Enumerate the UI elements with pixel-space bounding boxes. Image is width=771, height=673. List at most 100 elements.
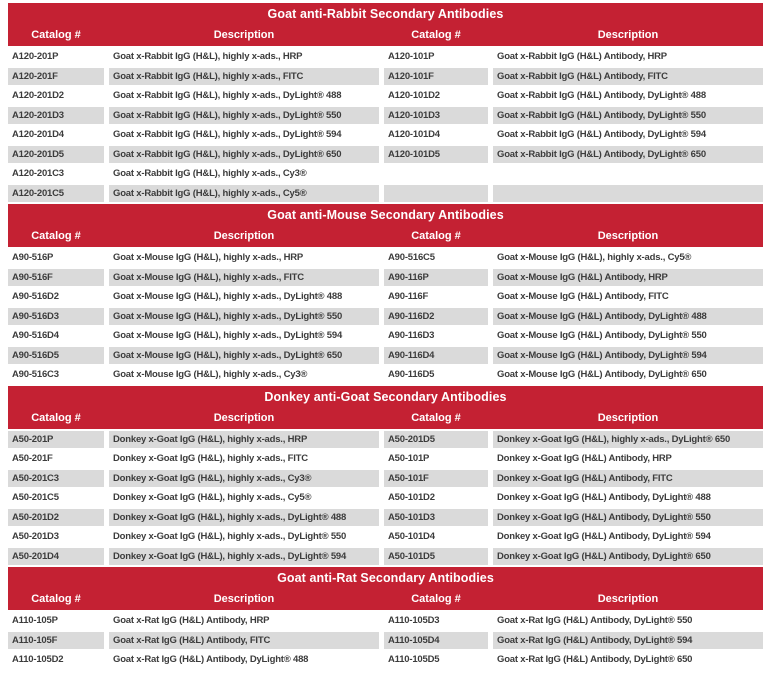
catalog-number-left: A90-516D2: [8, 288, 104, 306]
table-row: A110-105F Goat x-Rat IgG (H&L) Antibody,…: [8, 631, 763, 649]
description-left: Goat x-Mouse IgG (H&L), highly x-ads., F…: [109, 268, 379, 286]
header-description-right: Description: [597, 230, 659, 242]
table-row: A120-201C3 Goat x-Rabbit IgG (H&L), high…: [8, 165, 763, 183]
section-header-row: Catalog # Description Catalog # Descript…: [8, 226, 763, 247]
catalog-number-left: A120-201D3: [8, 106, 104, 124]
section-title: Donkey anti-Goat Secondary Antibodies: [8, 385, 763, 408]
description-right: Donkey x-Goat IgG (H&L) Antibody, DyLigh…: [493, 528, 763, 546]
table-row: A90-516C3 Goat x-Mouse IgG (H&L), highly…: [8, 366, 763, 384]
header-catalog-right: Catalog #: [411, 29, 461, 41]
catalog-number-left: A50-201D4: [8, 547, 104, 565]
description-right: Goat x-Rabbit IgG (H&L) Antibody, DyLigh…: [493, 106, 763, 124]
description-left: Goat x-Mouse IgG (H&L), highly x-ads., C…: [109, 366, 379, 384]
table-row: A90-516D3 Goat x-Mouse IgG (H&L), highly…: [8, 307, 763, 325]
catalog-number-left: A50-201C5: [8, 489, 104, 507]
table-row: A90-516F Goat x-Mouse IgG (H&L), highly …: [8, 268, 763, 286]
description-right: Donkey x-Goat IgG (H&L) Antibody, HRP: [493, 450, 763, 468]
table-row: A90-516D5 Goat x-Mouse IgG (H&L), highly…: [8, 346, 763, 364]
description-left: Goat x-Mouse IgG (H&L), highly x-ads., H…: [109, 249, 379, 267]
catalog-number-left: A90-516P: [8, 249, 104, 267]
header-description-left: Description: [213, 411, 275, 424]
antibody-section: Donkey anti-Goat Secondary Antibodies Ca…: [8, 385, 763, 565]
description-right: Donkey x-Goat IgG (H&L), highly x-ads., …: [493, 430, 763, 448]
catalog-number-right: A50-101F: [384, 469, 488, 487]
section-header-row: Catalog # Description Catalog # Descript…: [8, 589, 763, 610]
description-left: Goat x-Rabbit IgG (H&L), highly x-ads., …: [109, 67, 379, 85]
antibody-catalog-tables: Goat anti-Rabbit Secondary Antibodies Ca…: [8, 3, 763, 669]
catalog-number-left: A110-105F: [8, 631, 104, 649]
catalog-number-right: A50-101D2: [384, 489, 488, 507]
description-left: Goat x-Rabbit IgG (H&L), highly x-ads., …: [109, 184, 379, 202]
description-right: Goat x-Mouse IgG (H&L) Antibody, DyLight…: [493, 366, 763, 384]
description-left: Donkey x-Goat IgG (H&L), highly x-ads., …: [109, 528, 379, 546]
description-left: Goat x-Rabbit IgG (H&L), highly x-ads., …: [109, 48, 379, 66]
description-right: [493, 165, 763, 183]
catalog-number-right: [384, 165, 488, 183]
description-left: Goat x-Rabbit IgG (H&L), highly x-ads., …: [109, 106, 379, 124]
header-catalog-left: Catalog #: [31, 593, 81, 605]
description-right: Goat x-Rat IgG (H&L) Antibody, DyLight® …: [493, 612, 763, 630]
header-catalog-left: Catalog #: [31, 29, 81, 41]
header-catalog-left: Catalog #: [31, 411, 81, 424]
description-left: Goat x-Rat IgG (H&L) Antibody, HRP: [109, 612, 379, 630]
catalog-number-left: A50-201F: [8, 450, 104, 468]
catalog-number-right: A50-101P: [384, 450, 488, 468]
header-description-right: Description: [597, 593, 659, 605]
catalog-number-right: A50-201D5: [384, 430, 488, 448]
catalog-number-left: A50-201D3: [8, 528, 104, 546]
header-description-right: Description: [597, 411, 659, 424]
description-left: Goat x-Mouse IgG (H&L), highly x-ads., D…: [109, 327, 379, 345]
section-rows: A110-105P Goat x-Rat IgG (H&L) Antibody,…: [8, 612, 763, 669]
description-left: Donkey x-Goat IgG (H&L), highly x-ads., …: [109, 469, 379, 487]
description-right: Goat x-Rabbit IgG (H&L) Antibody, DyLigh…: [493, 145, 763, 163]
catalog-number-left: A50-201D2: [8, 508, 104, 526]
description-right: Goat x-Mouse IgG (H&L) Antibody, DyLight…: [493, 346, 763, 364]
table-row: A110-105D2 Goat x-Rat IgG (H&L) Antibody…: [8, 651, 763, 669]
description-right: Goat x-Mouse IgG (H&L), highly x-ads., C…: [493, 249, 763, 267]
catalog-number-left: A90-516C3: [8, 366, 104, 384]
description-right: Goat x-Rabbit IgG (H&L) Antibody, DyLigh…: [493, 87, 763, 105]
antibody-section: Goat anti-Rat Secondary Antibodies Catal…: [8, 567, 763, 669]
section-rows: A90-516P Goat x-Mouse IgG (H&L), highly …: [8, 249, 763, 384]
table-row: A120-201D5 Goat x-Rabbit IgG (H&L), high…: [8, 145, 763, 163]
description-left: Goat x-Rabbit IgG (H&L), highly x-ads., …: [109, 126, 379, 144]
table-row: A90-516D4 Goat x-Mouse IgG (H&L), highly…: [8, 327, 763, 345]
section-rows: A50-201P Donkey x-Goat IgG (H&L), highly…: [8, 430, 763, 565]
catalog-number-right: A120-101D4: [384, 126, 488, 144]
catalog-number-right: A120-101D5: [384, 145, 488, 163]
description-left: Goat x-Mouse IgG (H&L), highly x-ads., D…: [109, 346, 379, 364]
header-description-left: Description: [213, 230, 275, 242]
description-left: Goat x-Rat IgG (H&L) Antibody, DyLight® …: [109, 651, 379, 669]
catalog-number-left: A90-516F: [8, 268, 104, 286]
description-right: Goat x-Rabbit IgG (H&L) Antibody, FITC: [493, 67, 763, 85]
catalog-number-right: A50-101D3: [384, 508, 488, 526]
catalog-number-left: A50-201C3: [8, 469, 104, 487]
catalog-number-left: A90-516D5: [8, 346, 104, 364]
description-right: Goat x-Rabbit IgG (H&L) Antibody, HRP: [493, 48, 763, 66]
catalog-number-right: A90-116P: [384, 268, 488, 286]
catalog-number-right: A90-516C5: [384, 249, 488, 267]
section-title: Goat anti-Rat Secondary Antibodies: [8, 567, 763, 589]
catalog-number-right: [384, 184, 488, 202]
header-description-left: Description: [213, 593, 275, 605]
table-row: A50-201C3 Donkey x-Goat IgG (H&L), highl…: [8, 469, 763, 487]
description-left: Donkey x-Goat IgG (H&L), highly x-ads., …: [109, 489, 379, 507]
catalog-number-left: A50-201P: [8, 430, 104, 448]
catalog-number-left: A120-201D5: [8, 145, 104, 163]
description-left: Donkey x-Goat IgG (H&L), highly x-ads., …: [109, 450, 379, 468]
table-row: A90-516P Goat x-Mouse IgG (H&L), highly …: [8, 249, 763, 267]
table-row: A110-105P Goat x-Rat IgG (H&L) Antibody,…: [8, 612, 763, 630]
section-rows: A120-201P Goat x-Rabbit IgG (H&L), highl…: [8, 48, 763, 202]
catalog-number-right: A50-101D4: [384, 528, 488, 546]
description-left: Goat x-Mouse IgG (H&L), highly x-ads., D…: [109, 288, 379, 306]
table-row: A50-201D4 Donkey x-Goat IgG (H&L), highl…: [8, 547, 763, 565]
catalog-number-left: A110-105D2: [8, 651, 104, 669]
catalog-number-right: A120-101P: [384, 48, 488, 66]
section-title: Goat anti-Mouse Secondary Antibodies: [8, 204, 763, 226]
catalog-number-left: A90-516D3: [8, 307, 104, 325]
catalog-number-right: A90-116D5: [384, 366, 488, 384]
table-row: A50-201D3 Donkey x-Goat IgG (H&L), highl…: [8, 528, 763, 546]
table-row: A120-201D3 Goat x-Rabbit IgG (H&L), high…: [8, 106, 763, 124]
table-row: A50-201F Donkey x-Goat IgG (H&L), highly…: [8, 450, 763, 468]
section-title: Goat anti-Rabbit Secondary Antibodies: [8, 3, 763, 25]
